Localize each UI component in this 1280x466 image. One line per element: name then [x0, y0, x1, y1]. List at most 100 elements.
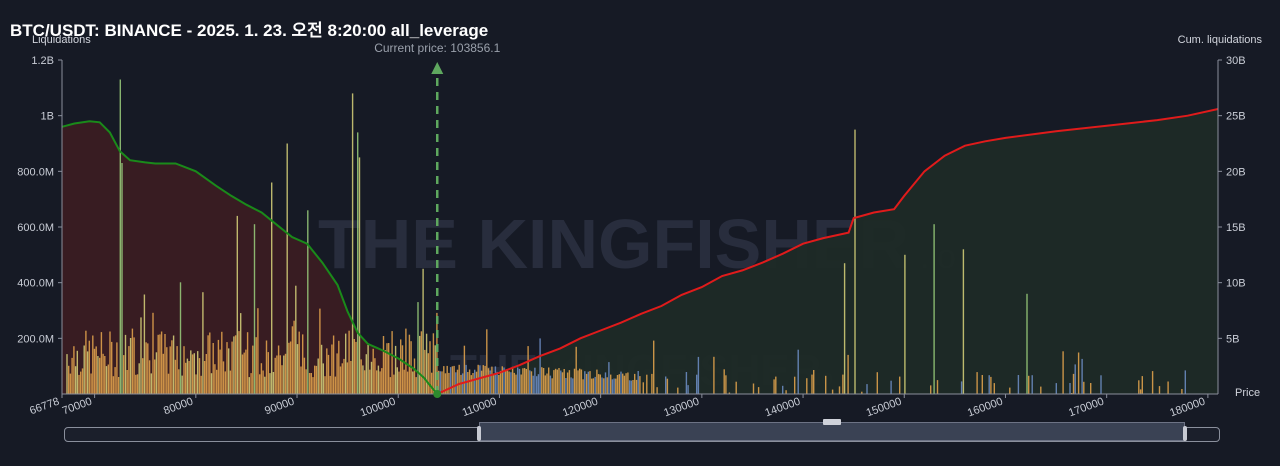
- liquidation-bar: [677, 387, 679, 394]
- liquidation-bar: [536, 376, 538, 394]
- liquidation-bar: [214, 364, 216, 394]
- liquidation-bar: [350, 361, 352, 394]
- liquidation-bar: [431, 372, 433, 394]
- liquidation-bar: [432, 333, 435, 394]
- liquidation-bar: [334, 376, 337, 394]
- liquidation-bar: [813, 370, 815, 394]
- liquidation-bar: [484, 365, 486, 394]
- liquidation-bar: [269, 373, 271, 394]
- liquidation-bar: [224, 371, 226, 394]
- liquidation-bar: [597, 374, 600, 394]
- liquidation-bar: [453, 365, 455, 394]
- liquidation-bar: [346, 362, 349, 394]
- liquidation-bar: [257, 308, 259, 394]
- liquidation-bar: [585, 373, 588, 394]
- liquidation-bar: [343, 358, 345, 394]
- liquidation-bar: [513, 372, 515, 394]
- liquidation-bar: [627, 372, 629, 394]
- liquidation-bar: [102, 353, 104, 394]
- liquidation-bar: [248, 377, 250, 394]
- liquidation-bar: [838, 386, 841, 394]
- liquidation-bar: [105, 366, 108, 394]
- liquidation-bar: [255, 337, 257, 394]
- x-tick-label: 70000: [61, 396, 94, 418]
- liquidation-bar: [589, 371, 591, 394]
- liquidation-bar: [639, 376, 641, 394]
- liquidation-bar: [116, 342, 118, 394]
- liquidation-bar: [611, 379, 614, 394]
- liquidation-bar: [71, 357, 73, 394]
- right-axis-label: Cum. liquidations: [1177, 34, 1262, 46]
- liquidation-bar: [427, 353, 429, 394]
- liquidation-bar: [523, 368, 526, 394]
- liquidation-bar: [166, 347, 168, 394]
- liquidation-bar: [355, 341, 357, 394]
- liquidation-bar: [451, 366, 454, 394]
- current-price-label: Current price: 103856.1: [374, 41, 500, 55]
- liquidation-bar: [553, 370, 555, 394]
- liquidation-bar: [560, 370, 562, 394]
- liquidation-bar: [157, 334, 159, 394]
- range-navigator-grip[interactable]: [823, 419, 841, 425]
- liquidation-bar: [594, 376, 596, 394]
- liquidation-bar: [202, 292, 204, 394]
- liquidation-bar: [592, 378, 595, 394]
- liquidation-bar: [295, 285, 297, 394]
- liquidation-bar: [622, 373, 624, 394]
- liquidation-bar: [465, 364, 467, 394]
- liquidation-bar: [241, 354, 244, 394]
- liquidation-bar: [843, 263, 846, 394]
- liquidation-bar: [327, 354, 330, 394]
- liquidation-bar: [210, 373, 213, 394]
- left-tick-label: 400.0M: [17, 278, 54, 290]
- liquidation-bar: [685, 372, 688, 394]
- range-handle-right[interactable]: [1183, 426, 1187, 441]
- liquidation-bar: [625, 373, 627, 394]
- liquidation-bar: [775, 376, 777, 394]
- liquidation-bar: [1158, 386, 1161, 394]
- liquidation-bar: [379, 371, 381, 394]
- left-tick-label: 1.2B: [31, 55, 54, 67]
- liquidation-bar: [302, 334, 304, 394]
- liquidation-bar: [162, 353, 164, 394]
- liquidation-bar: [233, 336, 235, 394]
- liquidation-bar: [1017, 375, 1020, 394]
- liquidation-bar: [448, 372, 450, 394]
- liquidation-bar: [131, 328, 134, 394]
- liquidation-bar: [630, 380, 632, 394]
- liquidation-bar: [449, 367, 452, 394]
- liquidation-bar: [988, 375, 990, 394]
- x-tick-label: 160000: [966, 396, 1005, 420]
- range-navigator[interactable]: [64, 419, 1220, 442]
- liquidation-bar: [183, 346, 185, 394]
- liquidation-bar: [360, 359, 362, 394]
- x-tick-label: 120000: [561, 396, 600, 420]
- liquidation-bar: [190, 350, 192, 394]
- liquidation-bar: [537, 374, 540, 394]
- liquidation-bar: [544, 375, 546, 394]
- liquidation-bar: [245, 349, 247, 394]
- liquidation-bar: [369, 369, 371, 394]
- liquidation-bar: [577, 370, 579, 394]
- cum-line-1: [436, 108, 1219, 395]
- range-handle-left[interactable]: [477, 426, 481, 441]
- range-navigator-window[interactable]: [479, 419, 1185, 441]
- liquidation-bar: [757, 387, 760, 394]
- liquidation-bar: [319, 308, 321, 394]
- liquidation-bar: [415, 377, 417, 394]
- liquidation-bar: [962, 249, 965, 394]
- liquidation-bar: [138, 363, 140, 394]
- price-axis-label: Price: [1235, 387, 1261, 399]
- liquidation-bar: [525, 369, 527, 394]
- liquidation-bar: [324, 376, 326, 394]
- liquidation-bar: [262, 370, 264, 394]
- x-tick-label: 180000: [1168, 396, 1207, 420]
- liquidation-bar: [145, 342, 147, 394]
- liquidation-bar: [854, 129, 856, 394]
- liquidation-bar: [97, 356, 99, 394]
- liquidation-bar: [338, 340, 340, 394]
- liquidation-bar: [1028, 375, 1030, 394]
- liquidation-bar: [558, 368, 560, 394]
- liquidation-bar: [236, 215, 238, 394]
- liquidation-bar: [152, 312, 154, 394]
